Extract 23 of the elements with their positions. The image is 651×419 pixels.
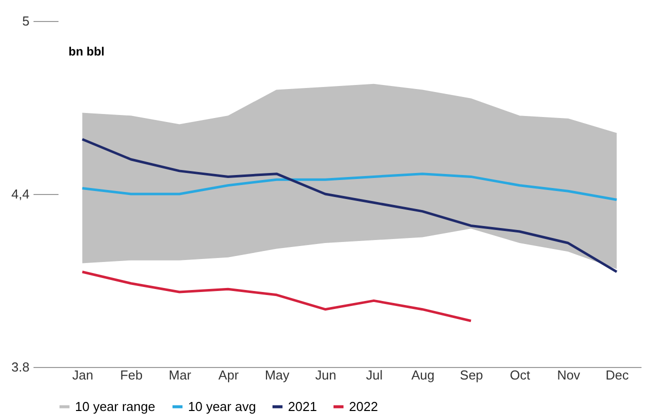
y-tick-label: 5 <box>22 14 30 28</box>
y-axis-title: bn bbl <box>68 44 104 58</box>
line-series <box>81 138 618 274</box>
legend-label: 10 year avg <box>188 398 256 414</box>
x-tick-label: May <box>264 368 290 382</box>
x-tick-label: Jan <box>72 368 94 382</box>
legend-label: 2021 <box>288 398 317 414</box>
x-tick-label: Nov <box>557 368 581 382</box>
x-tick-label: Jun <box>315 368 336 382</box>
x-tick-label: Oct <box>510 368 531 382</box>
x-tick-label: Apr <box>218 368 240 382</box>
x-tick-label: Dec <box>606 368 630 382</box>
x-tick-label: Feb <box>120 368 143 382</box>
y-tick-label: 3.8 <box>11 360 30 374</box>
legend-label: 2022 <box>349 398 378 414</box>
line-series <box>81 270 472 322</box>
x-tick-label: Sep <box>460 368 484 382</box>
x-tick-label: Jul <box>366 368 383 382</box>
x-tick-label: Aug <box>411 368 434 382</box>
y-tick-label: 4,4 <box>11 186 30 202</box>
legend-label: 10 year range <box>75 398 156 414</box>
line-series <box>81 172 618 202</box>
x-tick-label: Mar <box>168 368 192 382</box>
